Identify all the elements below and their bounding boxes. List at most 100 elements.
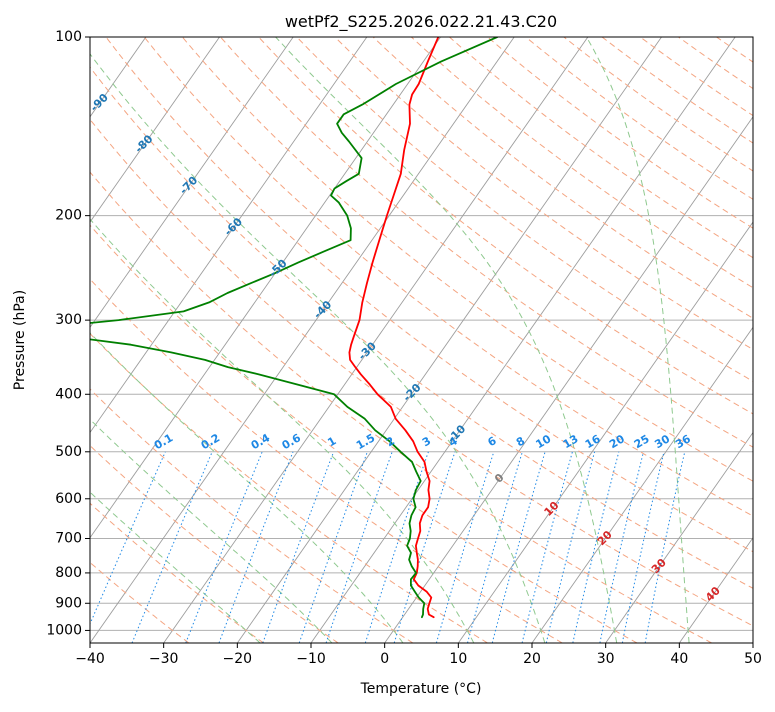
- isotherm-label: -100: [40, 47, 69, 76]
- dry-adiabat-line: [373, 37, 775, 643]
- dry-adiabat-line: [144, 37, 775, 643]
- isotherm-line: [679, 37, 775, 643]
- freezing-label: 0: [492, 471, 507, 486]
- mixing-ratio-label: 10: [533, 432, 553, 451]
- isotherm-line: [606, 37, 775, 643]
- mixing-ratio-line: [600, 452, 644, 643]
- mixing-ratio-label: 1.5: [354, 431, 377, 452]
- isotherm-label: -70: [177, 174, 200, 197]
- isotherm-line: [237, 37, 661, 643]
- dry-adiabat-line: [0, 37, 338, 643]
- mixing-ratio-label: 20: [607, 432, 627, 451]
- isotherm-line: [164, 37, 588, 643]
- moist-adiabat-line: [0, 37, 403, 643]
- isotherm-line: [458, 37, 775, 643]
- chart-title: wetPf2_S225.2026.022.21.43.C20: [285, 12, 557, 32]
- moist-adiabat-line: [0, 37, 474, 643]
- dry-adiabat-line: [449, 37, 775, 643]
- x-tick-label: −20: [223, 651, 253, 667]
- mixing-ratio-line: [365, 452, 428, 643]
- isotherm-label: -20: [400, 381, 423, 404]
- x-tick-label: −30: [149, 651, 179, 667]
- mixing-ratio-label: 0.2: [199, 431, 222, 452]
- x-tick-label: −10: [296, 651, 326, 667]
- mixing-ratio-line: [645, 452, 685, 643]
- mixing-ratio-label: 36: [673, 432, 693, 451]
- mixing-ratio-line: [436, 452, 493, 643]
- isotherm-line: [16, 37, 440, 643]
- isotherm-line: [753, 37, 775, 643]
- isotherm-label: -30: [356, 339, 379, 362]
- mixing-ratio-line: [522, 452, 572, 643]
- mixing-ratio-label: 6: [486, 434, 499, 449]
- y-tick-label: 300: [55, 312, 82, 328]
- dry-adiabat-line: [0, 37, 264, 643]
- x-tick-label: 30: [597, 651, 615, 667]
- isotherm-line: [0, 37, 220, 643]
- y-tick-label: 1000: [46, 622, 82, 638]
- mixing-ratio-label: 1: [325, 434, 338, 449]
- y-tick-label: 600: [55, 491, 82, 507]
- dry-adiabat-line: [0, 37, 488, 643]
- x-tick-label: 20: [523, 651, 541, 667]
- y-tick-label: 700: [55, 531, 82, 547]
- plot-frame: [90, 37, 753, 643]
- dry-adiabat-line: [602, 37, 775, 643]
- temperature-series-line: [349, 37, 438, 617]
- mixing-ratio-line: [186, 452, 262, 643]
- dry-adiabat-line: [640, 37, 775, 643]
- mixing-ratio-label: 13: [561, 432, 581, 451]
- mixing-ratio-label: 0.1: [152, 431, 175, 452]
- y-axis-title: Pressure (hPa): [12, 290, 28, 390]
- grid-layer: [0, 37, 775, 643]
- isotherm-line: [0, 37, 367, 643]
- y-tick-label: 100: [55, 29, 82, 45]
- mixing-ratio-label: 0.4: [249, 431, 273, 452]
- isotherm-label: -40: [311, 298, 334, 321]
- mixing-ratio-line: [132, 452, 212, 643]
- moist-adiabat-line: [0, 37, 260, 643]
- isotherm-label: -80: [132, 132, 155, 155]
- dry-adiabat-line: [106, 37, 775, 643]
- dry-adiabat-line: [0, 37, 413, 643]
- mixing-ratio-line: [573, 452, 619, 643]
- dry-adiabat-line: [678, 37, 775, 643]
- x-tick-label: 0: [380, 651, 389, 667]
- y-tick-label: 400: [55, 386, 82, 402]
- mixing-ratio-label: 16: [583, 432, 603, 451]
- isotherm-line: [90, 37, 514, 643]
- y-tick-label: 900: [55, 595, 82, 611]
- x-tick-label: 40: [670, 651, 688, 667]
- dry-adiabat-line: [182, 37, 775, 643]
- moist-adiabat-line: [78, 37, 545, 643]
- mixing-ratio-label: 30: [652, 432, 672, 451]
- dry-adiabat-line: [755, 37, 775, 643]
- x-tick-label: 10: [449, 651, 467, 667]
- y-tick-label: 200: [55, 208, 82, 224]
- dry-adiabat-line: [259, 37, 775, 643]
- isotherm-line: [0, 37, 293, 643]
- mixing-ratio-label: 3: [420, 434, 433, 449]
- dry-adiabat-line: [488, 37, 775, 643]
- moist-adiabat-line: [276, 37, 617, 643]
- isotherm-line: [385, 37, 775, 643]
- mixing-ratio-line: [326, 452, 392, 643]
- isotherm-line: [532, 37, 775, 643]
- x-tick-label: 50: [744, 651, 762, 667]
- isotherm-label: -90: [88, 91, 111, 114]
- mixing-ratio-line: [546, 452, 594, 643]
- mixing-ratio-line: [299, 452, 367, 643]
- dry-adiabat-line: [0, 37, 712, 643]
- y-tick-label: 500: [55, 444, 82, 460]
- moist-adiabat-label: 20: [595, 528, 615, 548]
- dry-adiabat-line: [335, 37, 775, 643]
- isotherm-line: [311, 37, 735, 643]
- moist-adiabat-line: [0, 37, 332, 643]
- moist-adiabat-line: [587, 37, 690, 643]
- mixing-ratio-line: [82, 452, 166, 643]
- x-tick-label: −40: [75, 651, 105, 667]
- mixing-ratio-line: [263, 452, 334, 643]
